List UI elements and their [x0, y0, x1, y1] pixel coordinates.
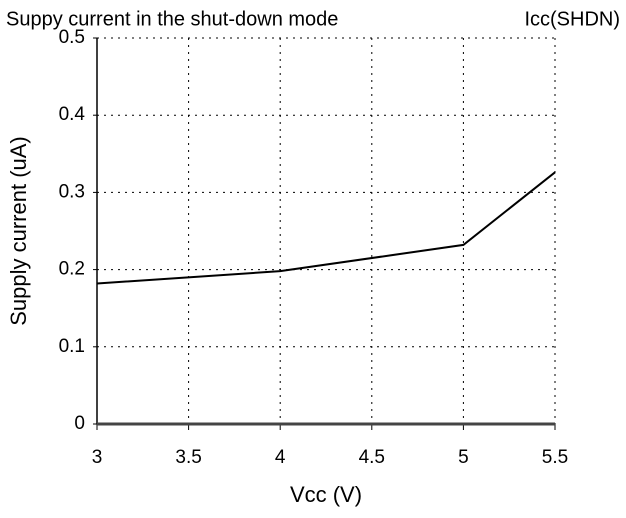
y-tick-label: 0.5	[59, 27, 85, 48]
x-tick-label: 5	[458, 447, 469, 468]
x-tick-label: 4	[275, 447, 286, 468]
x-tick-label: 4.5	[359, 447, 385, 468]
y-tick-label: 0.3	[59, 181, 85, 202]
chart-title: Suppy current in the shut-down mode	[6, 8, 338, 30]
y-tick-label: 0.1	[59, 336, 85, 357]
y-tick-label: 0.2	[59, 259, 85, 280]
x-axis-label: Vcc (V)	[290, 482, 362, 507]
chart-subtitle: Icc(SHDN)	[524, 8, 620, 30]
x-tick-label: 5.5	[542, 447, 568, 468]
x-tick-label: 3.5	[175, 447, 201, 468]
x-tick-label: 3	[92, 447, 103, 468]
data-line	[96, 171, 556, 285]
y-tick-label: 0	[74, 413, 85, 434]
y-axis-label: Supply current (uA)	[6, 136, 31, 326]
y-tick-label: 0.4	[59, 104, 86, 125]
